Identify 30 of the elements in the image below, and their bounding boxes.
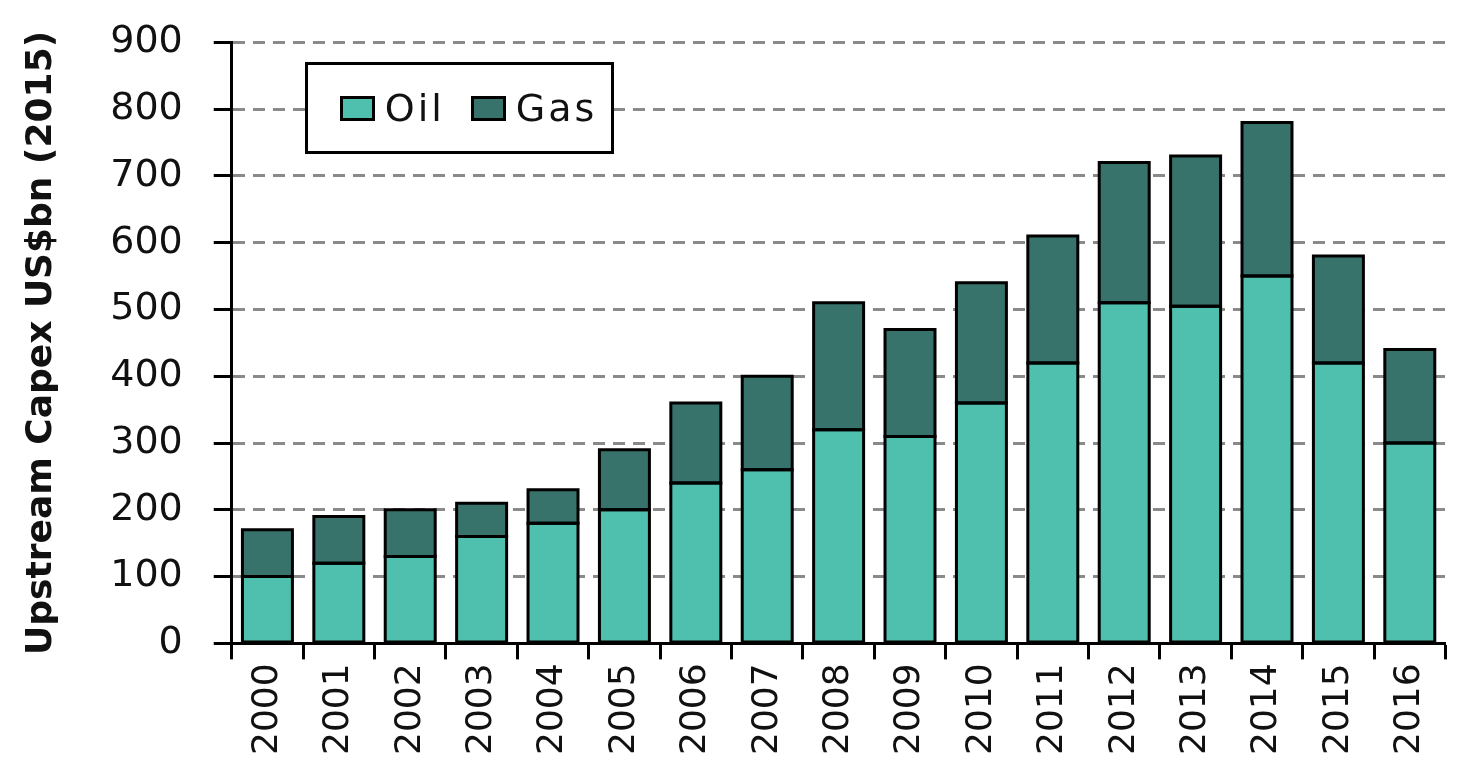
x-tick-label: 2011 xyxy=(1029,663,1071,756)
y-tick-label: 900 xyxy=(110,17,183,62)
y-tick-label: 300 xyxy=(110,417,183,462)
y-tick-label: 800 xyxy=(110,84,183,129)
x-tick-label: 2000 xyxy=(243,663,285,756)
x-tick-label: 2001 xyxy=(315,663,357,756)
x-tick-label: 2014 xyxy=(1243,663,1285,756)
x-tick-label: 2005 xyxy=(600,663,642,756)
x-tick-label: 2008 xyxy=(814,663,856,756)
x-tick-label: 2016 xyxy=(1386,663,1428,756)
x-tick-label: 2006 xyxy=(672,663,714,756)
x-tick-label: 2002 xyxy=(386,663,428,756)
x-tick-label: 2003 xyxy=(457,663,499,756)
y-axis-title: Upstream Capex US$bn (2015) xyxy=(17,30,59,655)
y-tick-label: 700 xyxy=(110,150,183,195)
y-tick-label: 500 xyxy=(110,284,183,329)
x-tick-label: 2012 xyxy=(1100,663,1142,756)
y-tick-label: 100 xyxy=(110,551,183,596)
y-tick-label: 200 xyxy=(110,484,183,529)
x-tick-label: 2010 xyxy=(957,663,999,756)
x-tick-label: 2009 xyxy=(886,663,928,756)
x-tick-label: 2015 xyxy=(1314,663,1356,756)
x-tick-label: 2007 xyxy=(743,663,785,756)
legend-label: Gas xyxy=(515,86,598,131)
y-tick-label: 600 xyxy=(110,217,183,262)
x-tick-label: 2004 xyxy=(529,663,571,756)
x-tick-label: 2013 xyxy=(1171,663,1213,756)
y-tick-label: 0 xyxy=(158,618,183,663)
legend-label: Oil xyxy=(384,86,445,131)
y-tick-label: 400 xyxy=(110,351,183,396)
